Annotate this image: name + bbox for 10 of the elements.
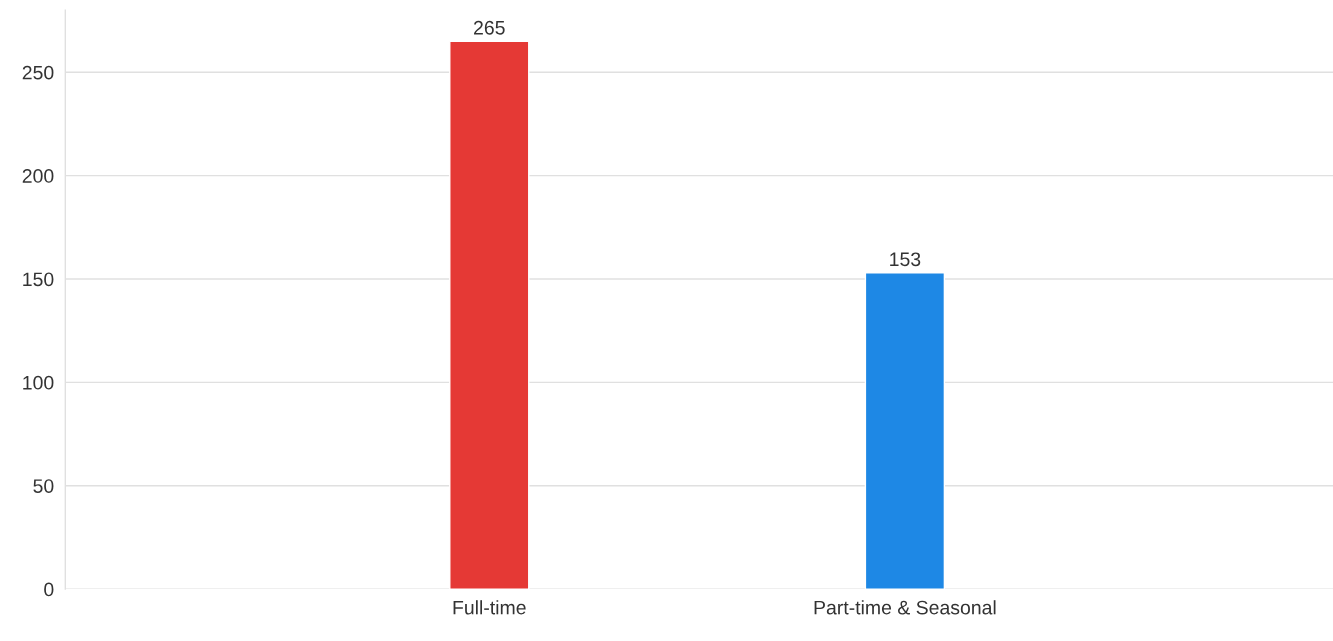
x-tick-label: Part-time & Seasonal (814, 600, 996, 615)
y-tick-label: 50 (33, 479, 54, 493)
data-label: 265 (474, 20, 505, 35)
y-tick-label: 150 (23, 272, 54, 287)
y-tick-label: 100 (23, 375, 54, 390)
x-tick-label: Full-time (453, 600, 526, 615)
y-tick-label: 250 (22, 65, 54, 80)
y-tick-label: 200 (22, 169, 54, 183)
data-label: 153 (890, 252, 921, 267)
y-tick-label: 0 (44, 582, 54, 597)
